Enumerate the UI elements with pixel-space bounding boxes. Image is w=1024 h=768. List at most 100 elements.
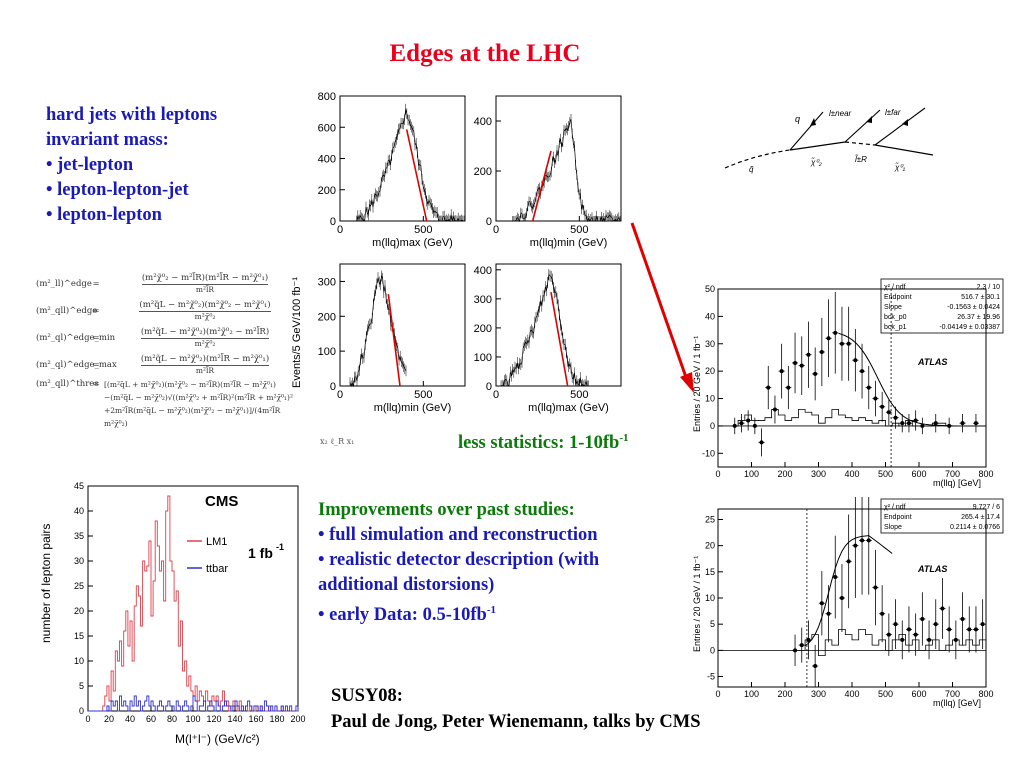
atlas-data-point [752,423,757,428]
atlas-data-point [927,637,932,642]
atlas-data-point [886,410,891,415]
cms-x-tick-label: 140 [227,714,242,724]
atlas-x-tick-label: 300 [811,469,826,479]
formula-row: (m²_ql)^edge_max = (m²q̃L − m²χ̃⁰₂)(m²l̃R… [36,353,270,375]
llq-x-tick-label: 0 [493,389,499,401]
llq-x-label: m(llq)min (GeV) [374,402,452,414]
reference-line: SUSY08: [331,686,403,706]
improvements-bullet-text: • early Data: 0.5-10fb [318,605,487,626]
atlas-data-point [839,596,844,600]
atlas-bottom-plot: Entries / 20 GeV / 1 fb⁻¹ m(llq) [GeV] A… [692,497,1004,708]
atlas-y-tick-label: 40 [705,311,715,321]
cms-x-tick-label: 200 [290,714,305,724]
llq-x-tick-label: 500 [570,224,588,236]
llq-frame [339,95,466,222]
cms-frame [87,485,299,712]
formula-denominator: m²l̃R [195,365,215,375]
llq-frame [495,95,622,222]
atlas-data-point [933,421,938,426]
atlas-y-tick-label: 0 [710,421,715,431]
atlas-background-hist [731,409,986,427]
cms-x-tick-label: 160 [248,714,263,724]
atlas-data-point [920,423,925,428]
cms-x-tick-label: 120 [206,714,221,724]
cms-y-tick-label: 10 [74,656,84,666]
formula-row: (m²_ll)^edge = (m²χ̃⁰₂ − m²l̃R)(m²l̃R − m… [36,272,269,294]
llq-y-tick-label: 400 [474,116,492,128]
llq-histogram [500,273,589,387]
atlas-y-tick-label: 25 [705,514,715,524]
atlas-data-point [940,606,945,611]
llq-fit-line [550,292,569,387]
atlas-data-point [799,643,804,648]
llq-x-label: m(llq)min (GeV) [530,237,608,249]
atlas-x-tick-label: 0 [715,469,720,479]
atlas-x-tick-label: 700 [945,689,960,699]
cms-x-tick-label: 100 [185,714,200,724]
slide-title: Edges at the LHC [389,40,581,67]
atlas-stats-value: 265.4 ± 17.4 [961,514,1000,521]
atlas-data-point [880,611,885,616]
llq-y-tick-label: 0 [486,381,492,393]
feynman-label: l±far [885,108,901,117]
cms-title: CMS [205,493,238,510]
atlas-x-tick-label: 600 [911,689,926,699]
atlas-data-point [806,352,811,357]
atlas-stats-value: 9.727 / 6 [973,504,1000,511]
atlas-data-point [880,404,885,409]
atlas-data-point [960,421,965,426]
atlas-top-plot-area: 0 100 200 300 400 500 600 700 800 -10 0 10 20 30 40 50 [702,284,994,479]
cms-x-tick-label: 40 [125,714,135,724]
less-statistics-note: less statistics: 1-10fb-1 [458,432,629,454]
atlas-data-point [813,371,818,376]
intro-heading-line: invariant mass: [46,130,169,150]
formula-line: +2m²l̃R(m²q̃L − m²χ̃⁰₂)(m²χ̃⁰₂ − m²χ̃⁰₁)… [104,406,281,428]
cms-x-tick-label: 60 [146,714,156,724]
llq-histogram [356,109,464,222]
atlas-data-point [813,664,818,669]
decay-chain-diagram: q l±near l±far q̃ χ̃⁰₂ l̃±R χ̃⁰₁ [724,107,934,174]
atlas-stats-frame [880,278,1004,334]
atlas-data-point [739,421,744,426]
llq-y-label: Events/5 GeV/100 fb⁻¹ [291,277,303,388]
cms-y-tick-label: 20 [74,606,84,616]
atlas-data-point [893,415,898,420]
atlas-top-plot: Entries / 20 GeV / 1 fb⁻¹ m(llq) [GeV] A… [692,278,1004,488]
atlas-x-tick-label: 100 [744,689,759,699]
formula-row-threshold: (m²_qll)^thres = [(m²q̃L + m²χ̃⁰₂)(m²χ̃⁰₂… [36,378,306,430]
formula-denominator: m²χ̃⁰₂ [194,338,216,348]
feynman-label: q̃ [749,165,754,174]
atlas-data-point [967,627,972,632]
atlas-data-point [906,421,911,426]
atlas-data-point [933,622,938,627]
atlas-y-tick-label: 5 [710,619,715,629]
atlas-data-point [746,418,751,423]
atlas-data-point [906,627,911,632]
llq-histogram [349,274,407,388]
improvements-bullet-sup: -1 [486,604,497,616]
cms-y-tick-label: 30 [74,556,84,566]
atlas-stats-key: bck_p0 [884,314,907,321]
atlas-data-point [980,622,985,627]
atlas-y-tick-label: -10 [702,448,715,458]
reference-text: SUSY08: Paul de Jong, Peter Wienemann, t… [331,683,701,735]
atlas-data-point [900,637,905,642]
cms-dilepton-plot: number of lepton pairs M(l⁺l⁻) (GeV/c²) … [39,481,306,746]
atlas-data-point [853,543,858,548]
llq-y-tick-label: 100 [318,346,336,358]
atlas-data-point [793,360,798,365]
improvements-bullet: • realistic detector description (with a… [318,550,600,595]
atlas-stats-value: -0.04149 ± 0.03387 [939,324,1000,331]
llq-x-tick-label: 0 [337,389,343,401]
atlas-data-point [846,559,851,564]
llq-fit-line [387,294,401,387]
atlas-bottom-label: ATLAS [917,564,947,574]
atlas-data-point [973,627,978,632]
legend-label-ttbar: ttbar [206,563,228,575]
llq-x-tick-label: 500 [414,389,432,401]
improvements-bullet: • full simulation and reconstruction [318,525,598,545]
atlas-stats-value: -0.1563 ± 0.0424 [947,304,1000,311]
atlas-data-point [947,627,952,632]
atlas-stats-key: Endpoint [884,514,912,521]
atlas-y-tick-label: 20 [705,541,715,551]
